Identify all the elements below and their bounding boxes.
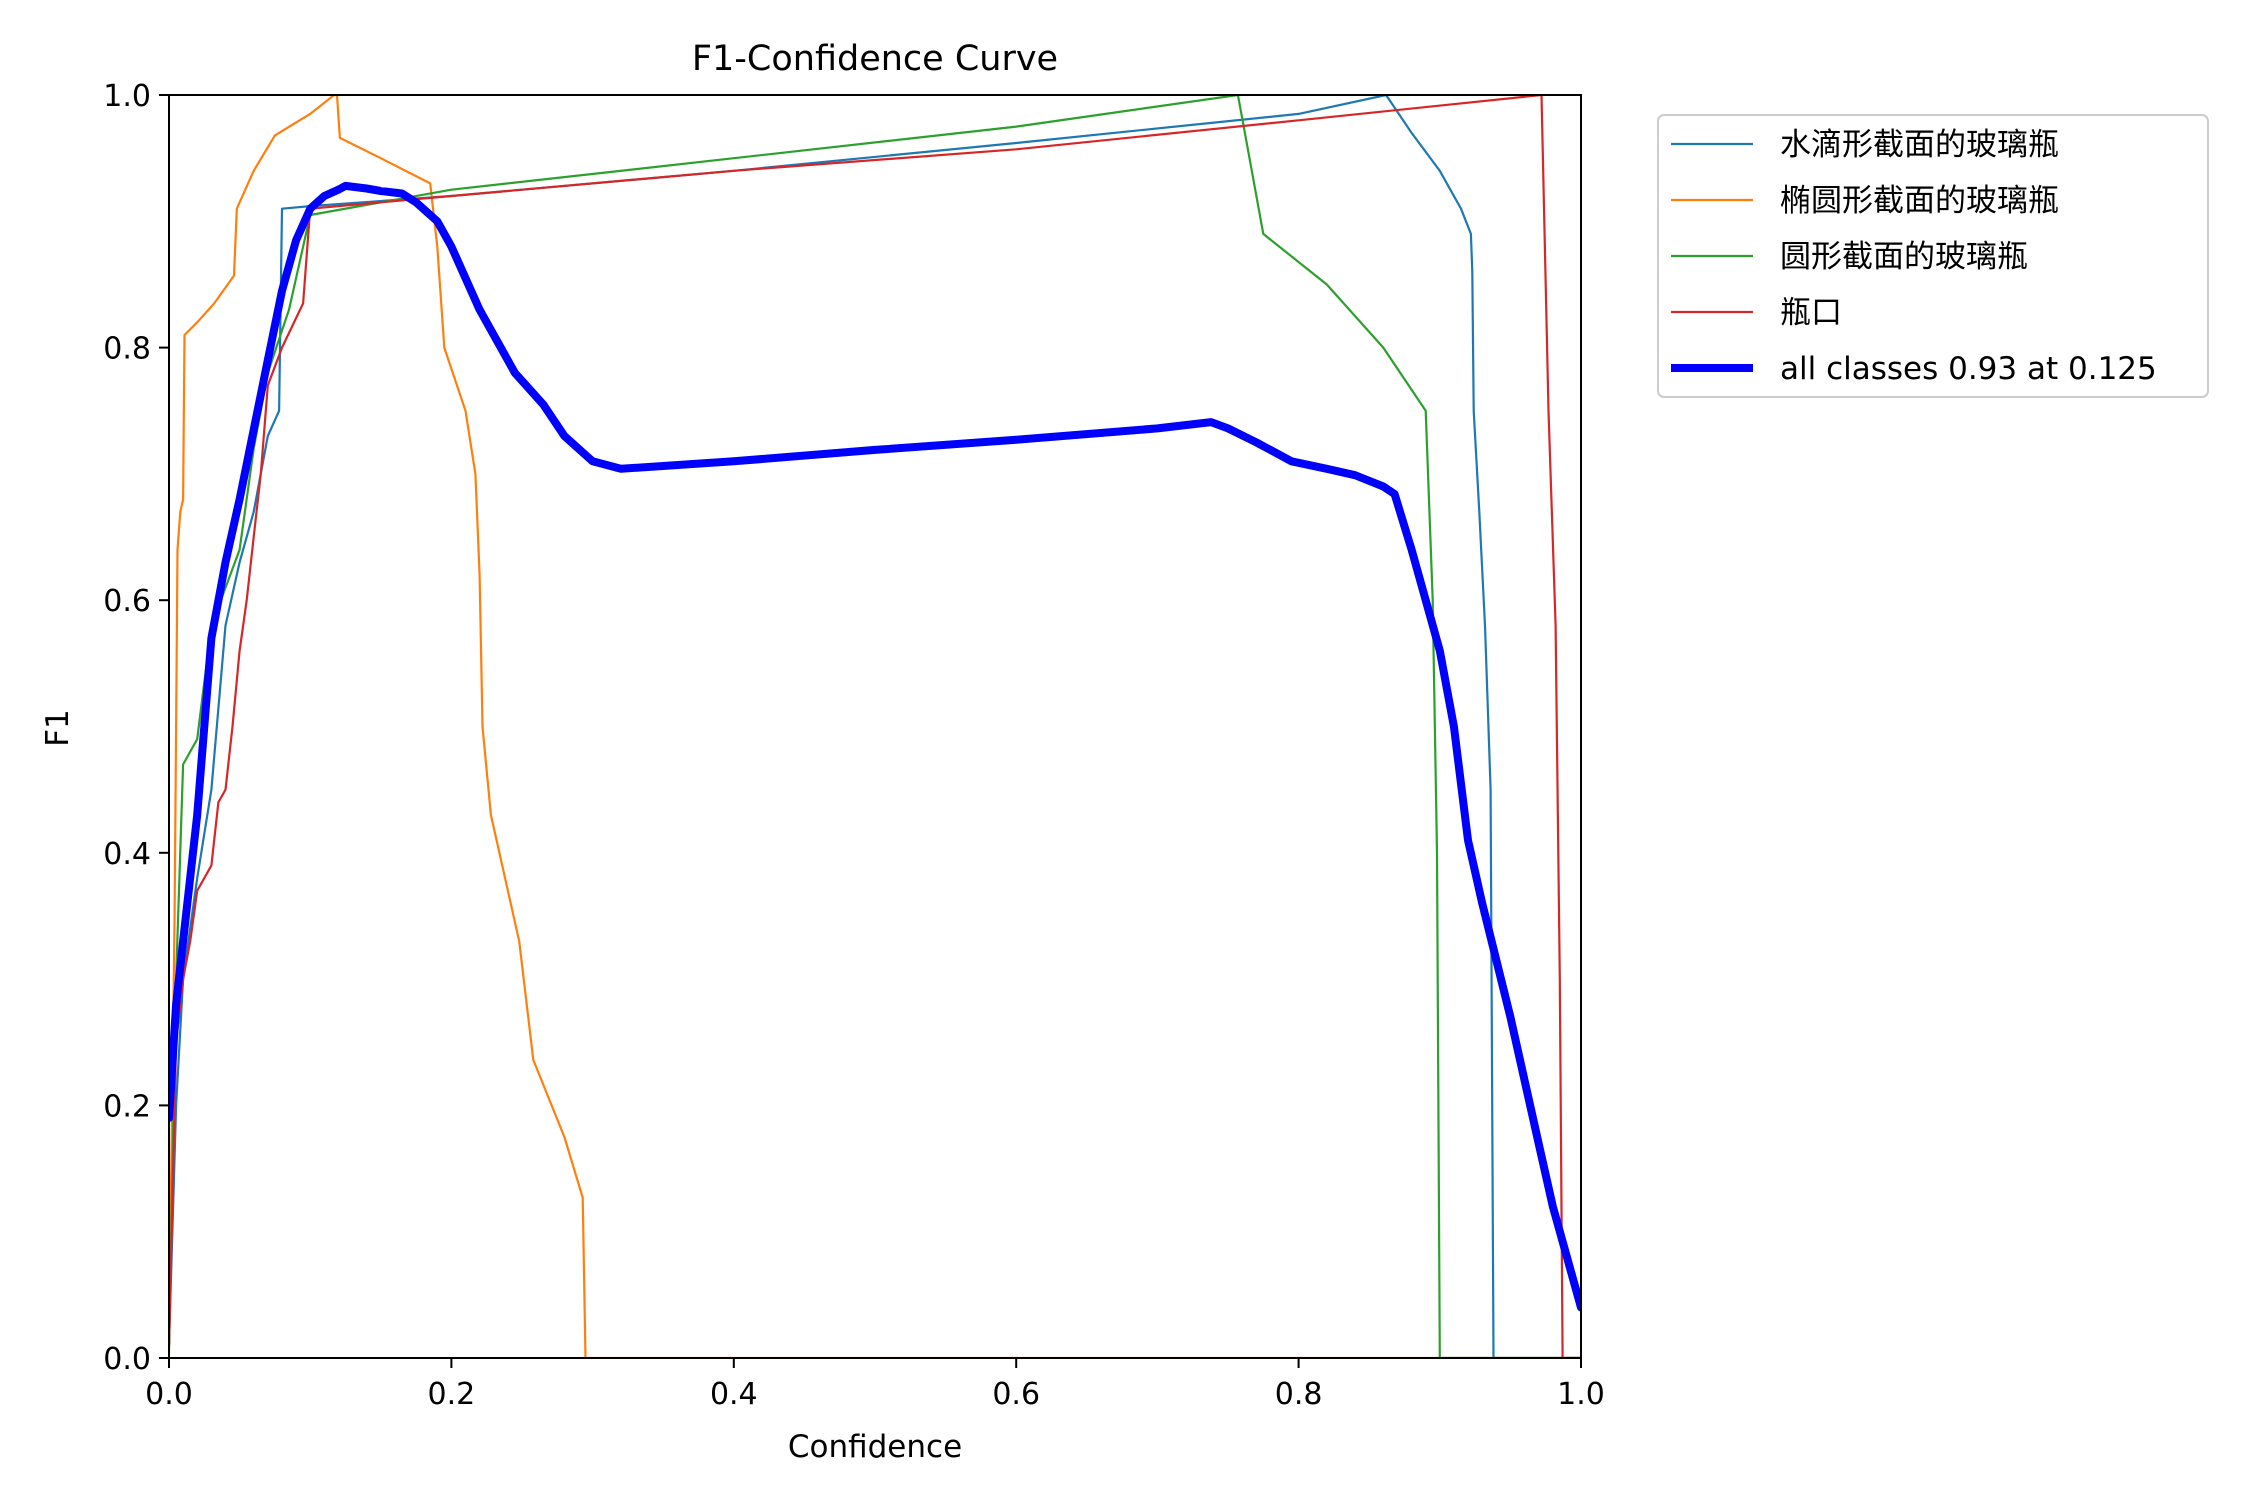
series-line-3: [169, 95, 1581, 1358]
chart-title: F1-Confidence Curve: [692, 39, 1058, 79]
series-line-4: [169, 181, 1581, 1312]
x-tick-label: 0.0: [145, 1377, 193, 1412]
y-tick-label: 1.0: [103, 79, 151, 114]
y-tick-label: 0.2: [103, 1089, 151, 1124]
x-tick-label: 0.6: [992, 1377, 1040, 1412]
plot-frame: [168, 94, 1582, 1359]
x-tick-label: 1.0: [1557, 1377, 1605, 1412]
y-axis-label: F1: [40, 709, 76, 747]
y-tick-label: 0.8: [103, 332, 151, 367]
y-tick-label: 0.4: [103, 837, 151, 872]
series-line-1: [169, 95, 1581, 1358]
legend-label-3: 瓶口: [1780, 295, 1842, 331]
series-layer: [169, 95, 1581, 1358]
legend-frame: [1657, 114, 2209, 398]
x-tick-label: 0.4: [710, 1377, 758, 1412]
series-line-0: [169, 95, 1581, 1358]
y-axis-ticks: 0.0 0.2 0.4 0.6 0.8 1.0: [103, 79, 169, 1377]
legend-label-4: all classes 0.93 at 0.125: [1780, 351, 2157, 387]
x-axis-label: Confidence: [788, 1429, 962, 1465]
y-tick-label: 0.0: [103, 1342, 151, 1377]
y-tick-label: 0.6: [103, 584, 151, 619]
x-tick-label: 0.8: [1275, 1377, 1323, 1412]
legend-label-1: 椭圆形截面的玻璃瓶: [1780, 183, 2059, 219]
x-tick-label: 0.2: [428, 1377, 476, 1412]
legend-label-2: 圆形截面的玻璃瓶: [1780, 239, 2028, 275]
x-axis-ticks: 0.0 0.2 0.4 0.6 0.8 1.0: [145, 1358, 1605, 1412]
legend-label-0: 水滴形截面的玻璃瓶: [1780, 127, 2059, 163]
